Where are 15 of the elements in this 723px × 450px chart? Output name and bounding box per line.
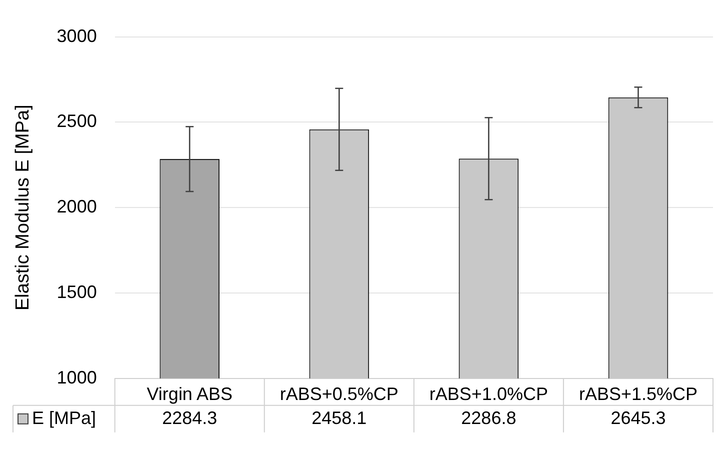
data-label: 2458.1 [312,408,367,428]
x-tick-label: rABS+1.5%CP [578,384,698,404]
y-tick-label: 2500 [56,111,97,132]
y-tick-label: 1500 [56,282,97,302]
y-tick-label: 2000 [56,196,97,217]
x-tick-label: rABS+0.5%CP [280,384,398,404]
y-tick-label: 3000 [56,26,97,46]
y-axis-title: Elastic Modulus E [MPa] [12,104,34,311]
data-label: 2286.8 [461,408,516,428]
data-label: 2645.3 [610,408,666,428]
legend-label: E [MPa] [32,408,96,428]
x-tick-label: rABS+1.0%CP [429,384,548,404]
y-tick-label: 1000 [56,367,97,388]
x-tick-label: Virgin ABS [146,384,232,404]
data-label: 2284.3 [162,408,218,428]
